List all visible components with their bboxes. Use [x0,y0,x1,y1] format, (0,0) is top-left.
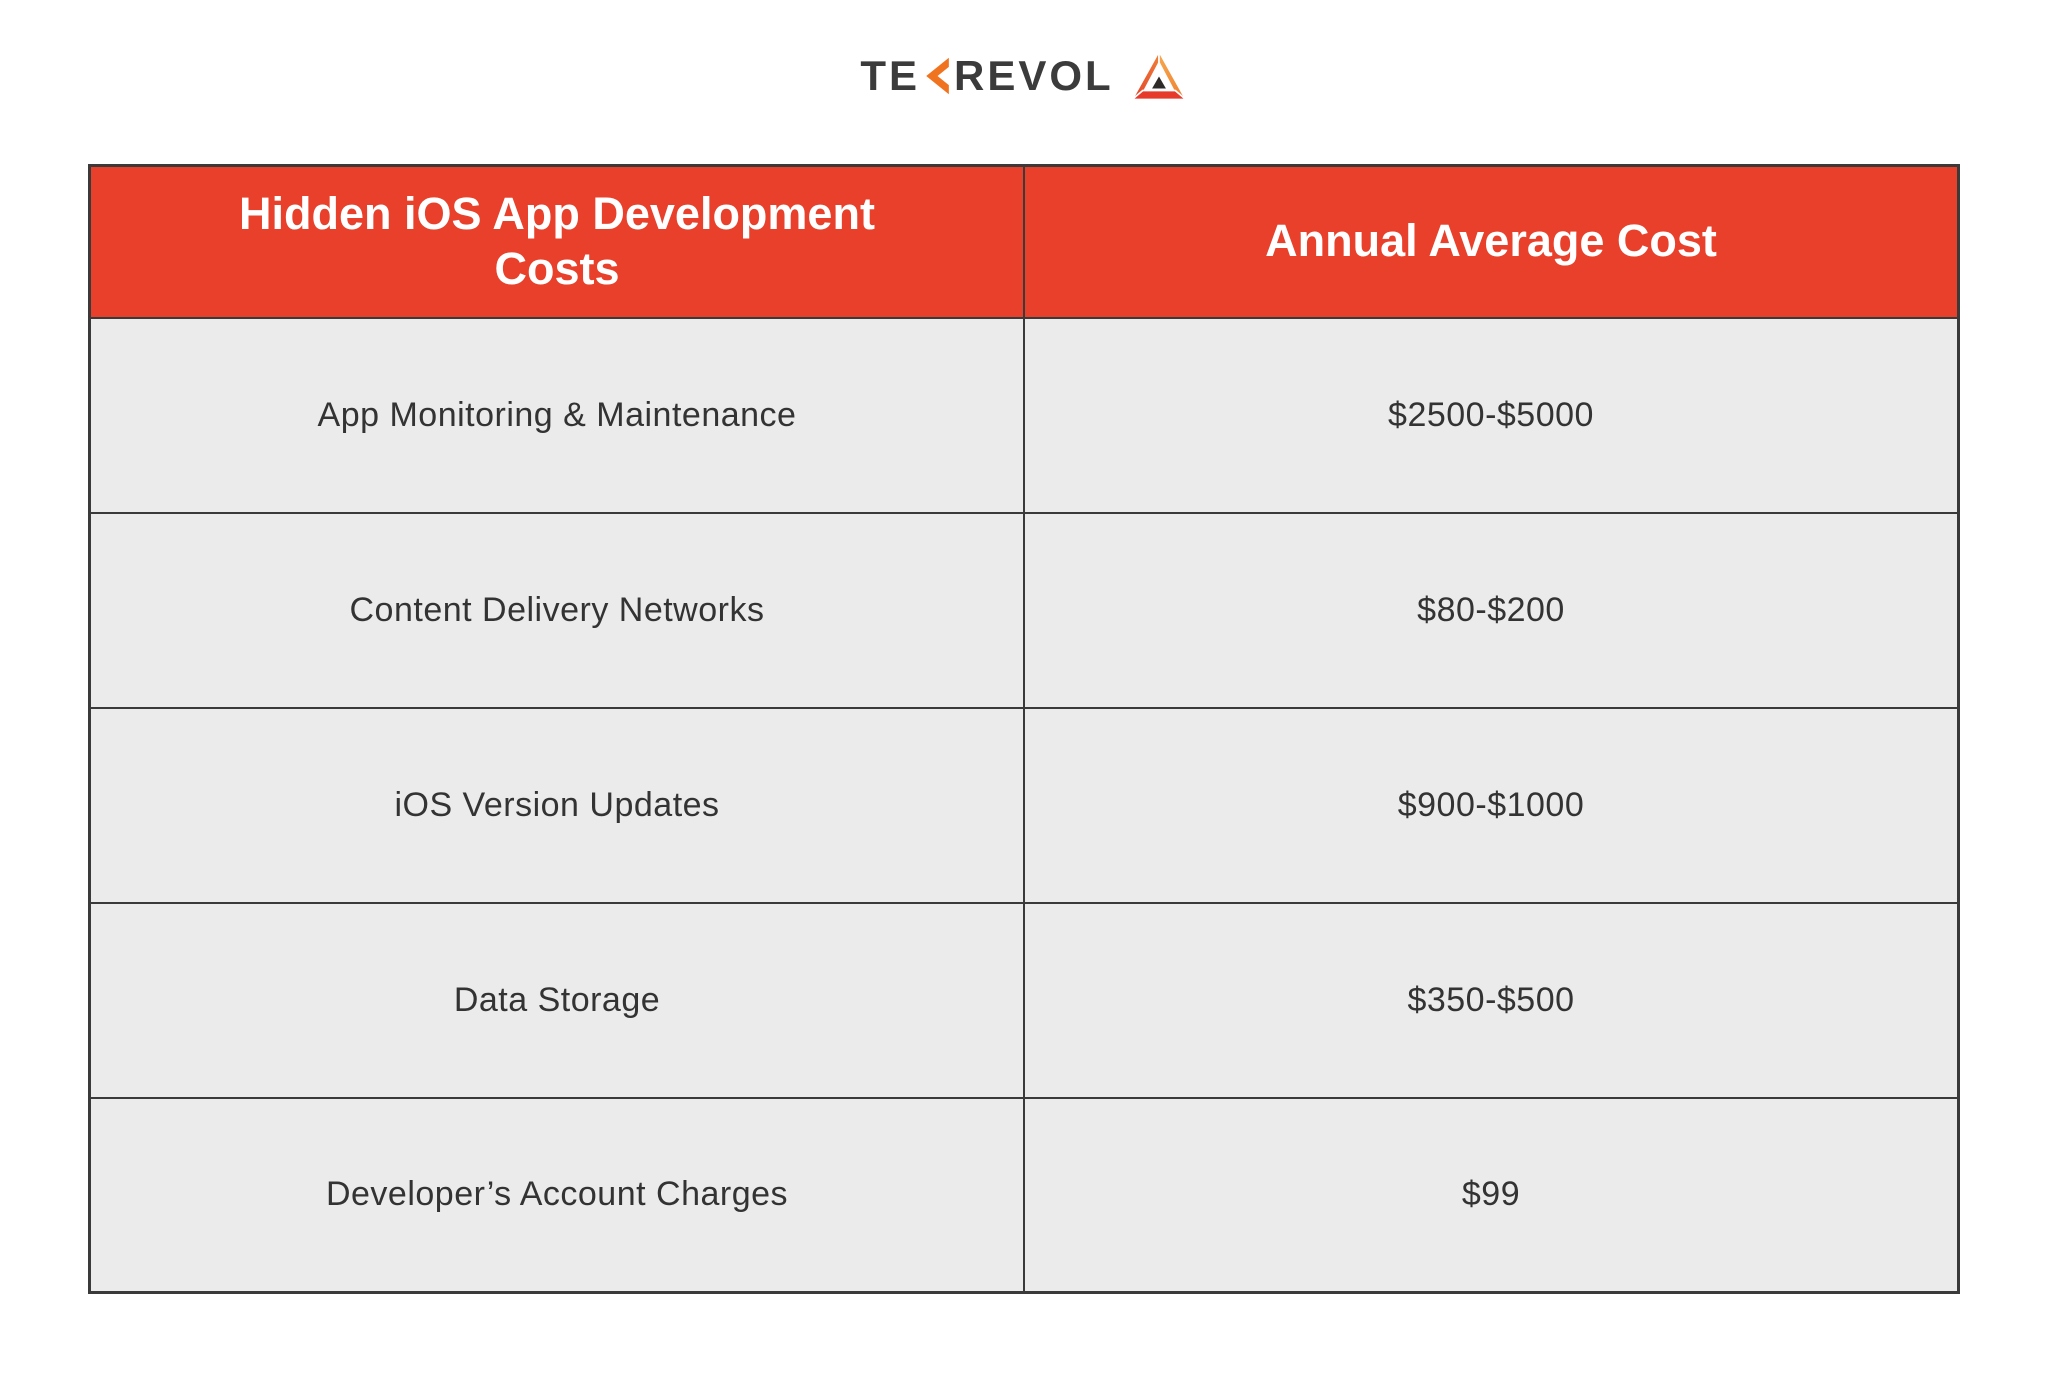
table-row: Content Delivery Networks $80-$200 [88,511,1960,709]
header-cell-costs: Hidden iOS App Development Costs [88,164,1025,319]
cost-item-cell: Data Storage [88,901,1025,1099]
cost-value-cell: $80-$200 [1023,511,1960,709]
cost-item-cell: Developer’s Account Charges [88,1096,1025,1294]
cost-value-cell: $350-$500 [1023,901,1960,1099]
hidden-costs-table: Hidden iOS App Development Costs Annual … [88,164,1960,1294]
table-body: App Monitoring & Maintenance $2500-$5000… [88,316,1960,1294]
header-row: Hidden iOS App Development Costs Annual … [88,164,1960,319]
cost-value-cell: $2500-$5000 [1023,316,1960,514]
table-row: Developer’s Account Charges $99 [88,1096,1960,1294]
table-row: Data Storage $350-$500 [88,901,1960,1099]
logo-text-revol: REVOL [953,52,1114,99]
logo-text-te: TE [860,52,920,99]
triangle-logo-icon [1129,50,1188,102]
chevron-left-icon [926,57,949,95]
table-header: Hidden iOS App Development Costs Annual … [88,164,1960,319]
tekrevol-logo: TE REVOL [0,44,2048,108]
table-row: iOS Version Updates $900-$1000 [88,706,1960,904]
cost-item-cell: App Monitoring & Maintenance [88,316,1025,514]
cost-item-cell: Content Delivery Networks [88,511,1025,709]
header-cell-annual-cost: Annual Average Cost [1023,164,1960,319]
cost-value-cell: $900-$1000 [1023,706,1960,904]
cost-value-cell: $99 [1023,1096,1960,1294]
cost-item-cell: iOS Version Updates [88,706,1025,904]
table-row: App Monitoring & Maintenance $2500-$5000 [88,316,1960,514]
